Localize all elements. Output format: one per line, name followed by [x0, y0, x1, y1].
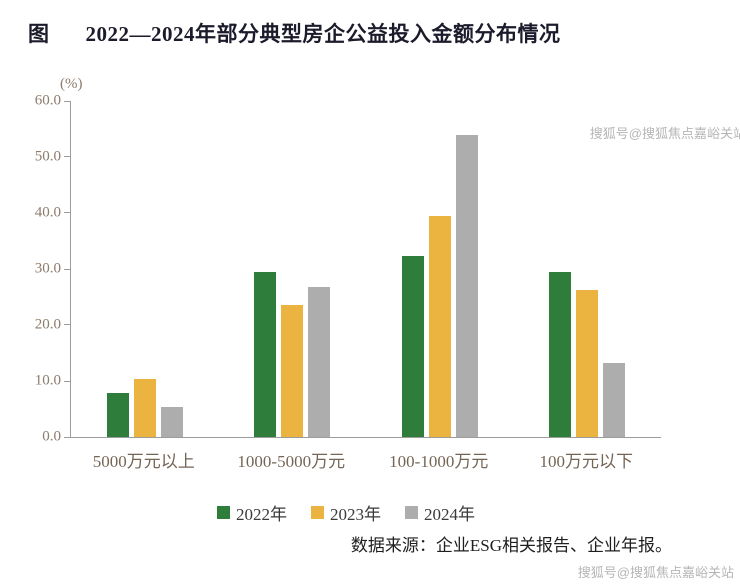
legend-item-2023年: 2023年: [311, 500, 381, 525]
x-category-label: 100万元以下: [539, 452, 634, 471]
legend-item-2022年: 2022年: [217, 500, 287, 525]
y-tick-label: 60.0: [34, 92, 61, 109]
legend: 2022年 2023年 2024年: [0, 500, 692, 525]
y-tick-mark: [64, 268, 71, 270]
y-tick-mark: [64, 324, 71, 326]
bar-2024年: [308, 286, 331, 437]
legend-swatch-icon: [311, 506, 324, 519]
title-prefix: 图: [28, 22, 50, 46]
source-note: 数据来源：企业ESG相关报告、企业年报。: [350, 536, 672, 555]
y-tick-mark: [64, 380, 71, 382]
y-tick-label: 30.0: [34, 260, 61, 277]
title-text: 2022—2024年部分典型房企公益投入金额分布情况: [85, 22, 561, 46]
bar-2023年: [576, 290, 599, 437]
watermark-top: 搜狐号@搜狐焦点嘉峪关站: [589, 126, 740, 141]
bar-2024年: [603, 362, 626, 437]
chart-title: 图 2022—2024年部分典型房企公益投入金额分布情况: [28, 18, 561, 48]
y-tick-mark: [64, 100, 71, 102]
x-axis-labels: 5000万元以上 1000-5000万元 100-1000万元 100万元以下: [70, 447, 660, 472]
bar-2022年: [106, 392, 129, 437]
y-tick-mark: [64, 436, 71, 438]
bar-2022年: [401, 256, 424, 437]
plot-area: 60.0 50.0 40.0 30.0 20.0 10.0 0.0: [35, 93, 661, 445]
bar-2023年: [428, 216, 451, 437]
legend-label: 2023年: [330, 505, 381, 524]
bar-group-2: [219, 101, 367, 437]
bar-groups: [71, 101, 661, 437]
y-tick-label: 40.0: [34, 204, 61, 221]
y-tick-label: 0.0: [42, 428, 61, 445]
y-axis-unit-label: (%): [60, 76, 83, 92]
y-tick-label: 10.0: [34, 372, 61, 389]
legend-swatch-icon: [405, 506, 418, 519]
x-category-label: 5000万元以上: [92, 452, 195, 471]
bar-2024年: [160, 406, 183, 437]
bar-2024年: [455, 135, 478, 437]
bar-2022年: [549, 271, 572, 437]
x-category-label: 100-1000万元: [389, 452, 489, 471]
bar-group-3: [366, 101, 514, 437]
legend-swatch-icon: [217, 506, 230, 519]
x-category-label: 1000-5000万元: [237, 452, 346, 471]
legend-label: 2022年: [236, 505, 287, 524]
legend-label: 2024年: [424, 505, 475, 524]
y-tick-mark: [64, 156, 71, 158]
bar-2023年: [133, 379, 156, 437]
y-tick-label: 50.0: [34, 148, 61, 165]
bar-2022年: [254, 271, 277, 437]
y-tick-mark: [64, 212, 71, 214]
bar-2023年: [281, 305, 304, 437]
bar-group-1: [71, 101, 219, 437]
bar-group-4: [514, 101, 662, 437]
y-tick-label: 20.0: [34, 316, 61, 333]
legend-item-2024年: 2024年: [405, 500, 475, 525]
watermark-bottom: 搜狐号@搜狐焦点嘉峪关站: [577, 565, 734, 580]
